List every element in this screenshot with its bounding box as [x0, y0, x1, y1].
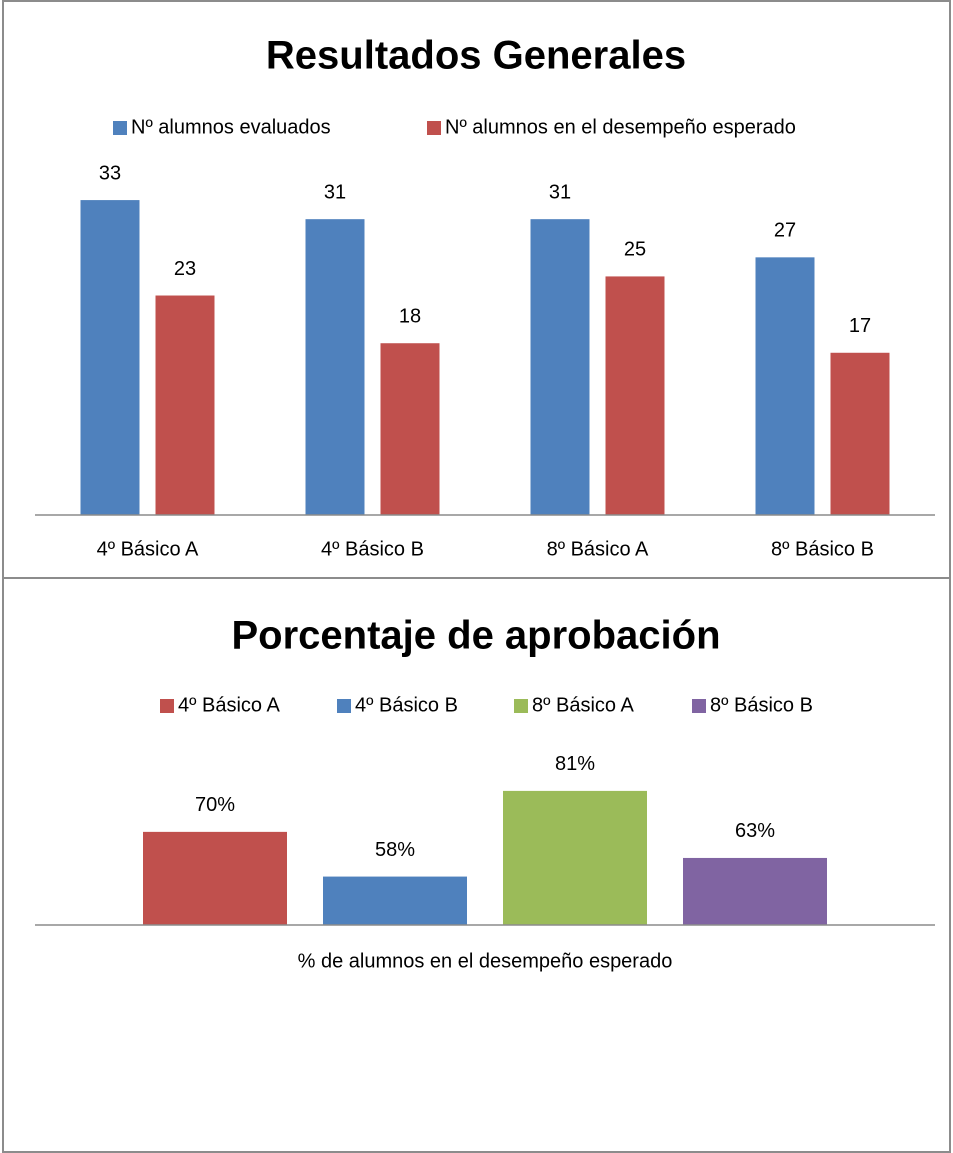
legend-label: Nº alumnos en el desempeño esperado [445, 116, 796, 138]
legend-swatch [337, 699, 351, 713]
legend-label: 4º Básico A [178, 694, 280, 716]
bar [305, 219, 365, 515]
x-tick-label: 8º Básico A [547, 538, 649, 560]
data-label: 33 [99, 162, 121, 184]
data-label: 17 [849, 315, 871, 337]
bar [830, 352, 890, 515]
bar [80, 200, 140, 516]
data-label: 81% [555, 753, 595, 775]
legend-swatch [160, 699, 174, 713]
legend-swatch [514, 699, 528, 713]
chart-title: Porcentaje de aprobación [231, 614, 720, 658]
legend-swatch [692, 699, 706, 713]
legend-swatch [113, 121, 127, 135]
bar [605, 276, 665, 515]
bar [530, 219, 590, 515]
legend-label: 4º Básico B [355, 694, 458, 716]
data-label: 18 [399, 306, 421, 328]
legend-swatch [427, 121, 441, 135]
legend-label: 8º Básico B [710, 694, 813, 716]
bar [755, 257, 815, 515]
data-label: 25 [624, 239, 646, 261]
bar [155, 295, 215, 515]
data-label: 23 [174, 258, 196, 280]
data-label: 63% [735, 820, 775, 842]
chart-title: Resultados Generales [266, 34, 686, 78]
data-label: 27 [774, 220, 796, 242]
x-tick-label: 4º Básico B [321, 538, 424, 560]
bar [323, 876, 467, 925]
bar [683, 857, 827, 925]
data-label: 70% [195, 794, 235, 816]
data-label: 31 [549, 181, 571, 203]
bar [380, 343, 440, 515]
x-tick-label: 8º Básico B [771, 538, 874, 560]
data-label: 31 [324, 181, 346, 203]
data-label: 58% [375, 839, 415, 861]
x-tick-label: 4º Básico A [97, 538, 199, 560]
legend-label: Nº alumnos evaluados [131, 116, 331, 138]
legend-label: 8º Básico A [532, 694, 634, 716]
bar [143, 831, 287, 925]
x-tick-label: % de alumnos en el desempeño esperado [298, 950, 673, 972]
bar [503, 790, 647, 925]
